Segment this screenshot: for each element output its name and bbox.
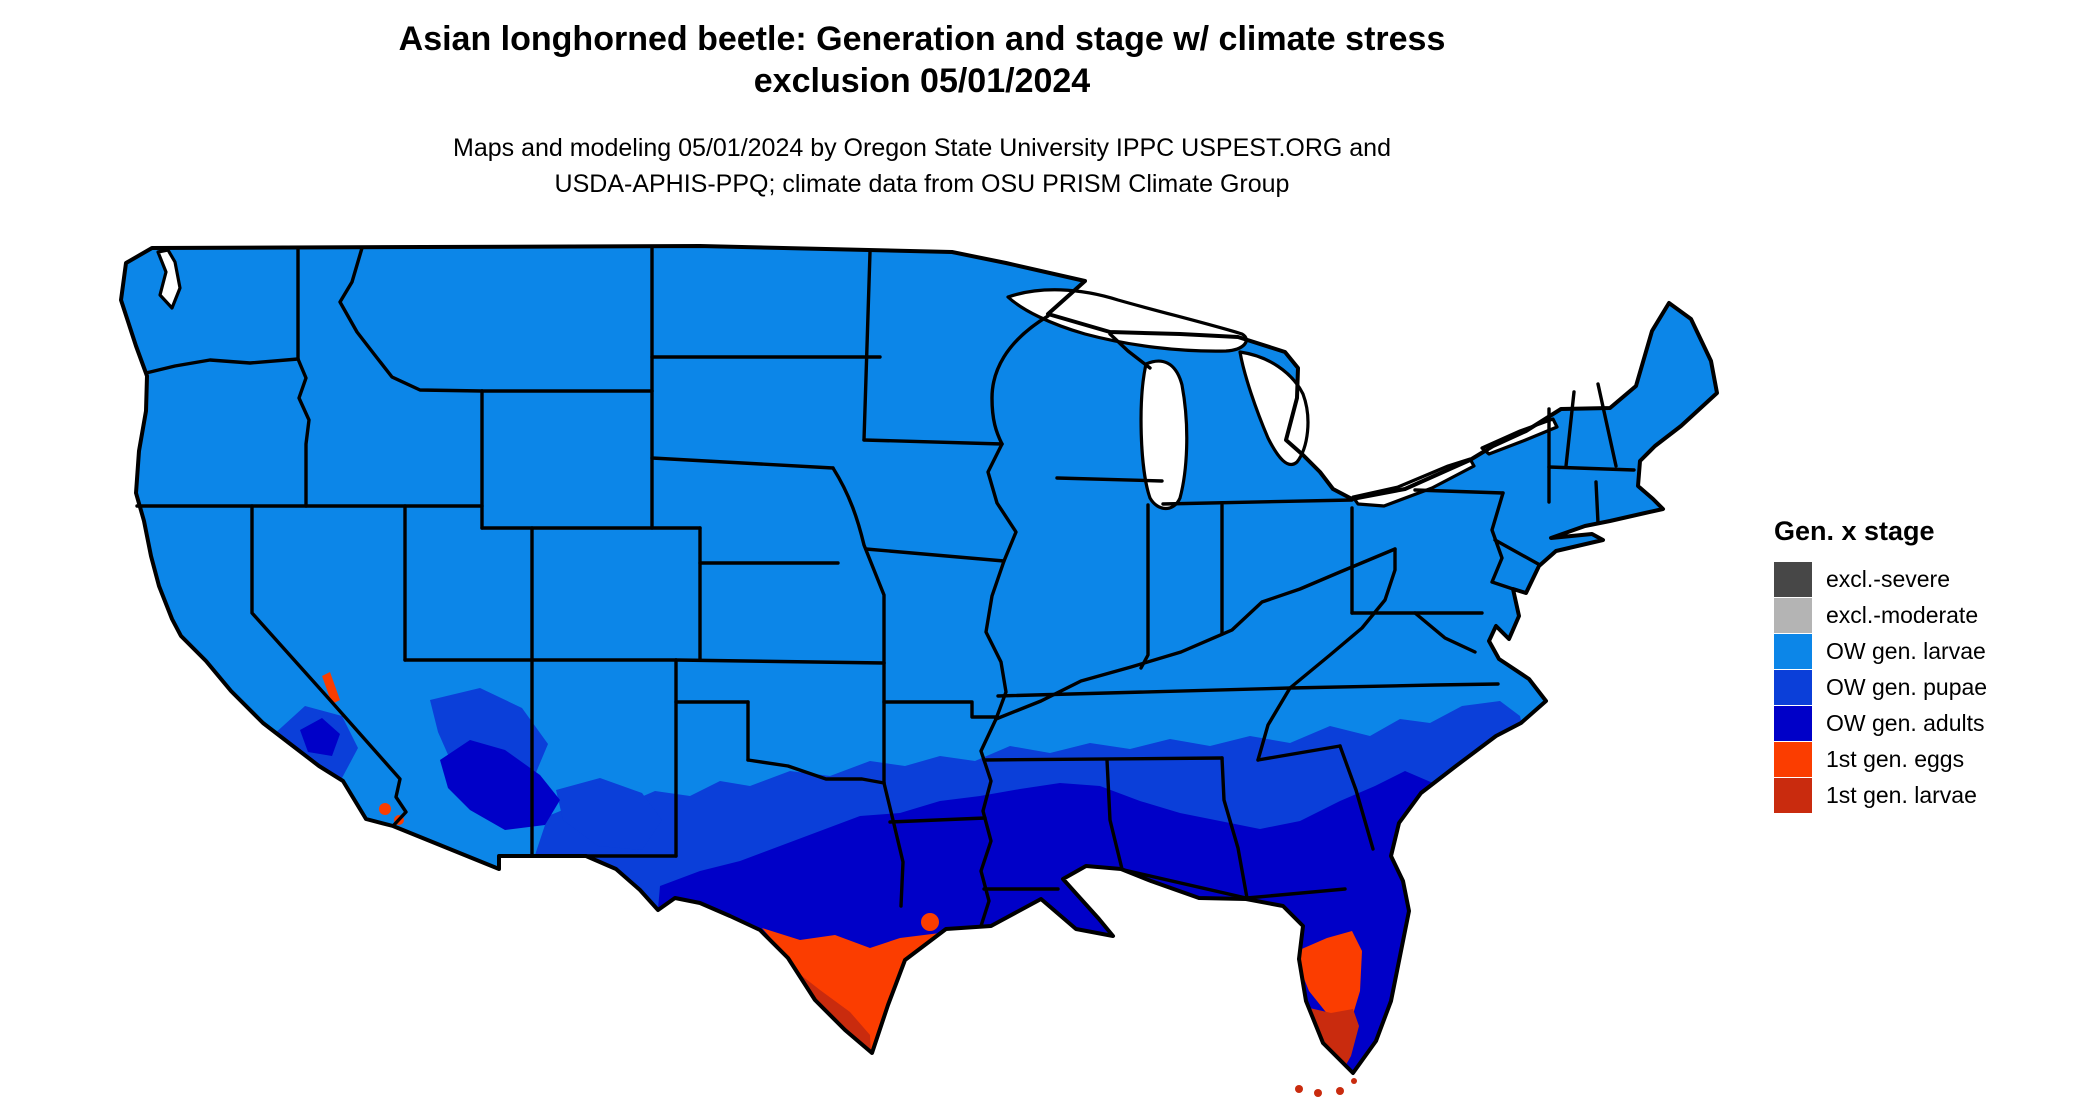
florida-keys xyxy=(1295,1078,1357,1097)
legend-swatch xyxy=(1774,669,1812,705)
map-region-1st-eggs-houston-spot xyxy=(921,913,939,931)
legend-label: 1st gen. larvae xyxy=(1826,781,1977,808)
legend-swatch xyxy=(1774,777,1812,813)
page-subtitle-line2: USDA-APHIS-PPQ; climate data from OSU PR… xyxy=(554,170,1290,198)
legend-title: Gen. x stage xyxy=(1774,516,1935,546)
page-title-line2: exclusion 05/01/2024 xyxy=(753,62,1091,100)
legend: Gen. x stage excl.-severe excl.-moderate O… xyxy=(1774,516,2094,813)
map-region-ow-adults-arizona-patch xyxy=(440,740,560,830)
lake-ontario xyxy=(1480,417,1559,456)
legend-label: excl.-moderate xyxy=(1826,601,1979,628)
legend-swatch xyxy=(1774,561,1812,597)
legend-item: excl.-moderate xyxy=(1774,597,2094,633)
legend-item: 1st gen. eggs xyxy=(1774,741,2094,777)
map-region-1st-larvae-keys-dot xyxy=(1351,1078,1357,1084)
lake-michigan xyxy=(1139,359,1189,511)
map-region-1st-eggs-deathvalley-spot xyxy=(322,672,340,704)
legend-item: OW gen. pupae xyxy=(1774,669,2094,705)
page-subtitle: Maps and modeling 05/01/2024 by Oregon S… xyxy=(222,130,1622,202)
legend-item: excl.-severe xyxy=(1774,561,2094,597)
map-region-1st-eggs-central-florida xyxy=(1297,931,1362,1021)
map-region-ow-adults-california-patch xyxy=(300,718,340,756)
state-borders xyxy=(135,246,1636,928)
map-region-1st-larvae-keys-dot xyxy=(1336,1087,1344,1095)
us-outline xyxy=(119,244,1719,1075)
map-fill-layers xyxy=(121,246,1717,1073)
legend-label: OW gen. larvae xyxy=(1826,637,1986,664)
legend-label: OW gen. adults xyxy=(1826,709,1985,736)
legend-swatch xyxy=(1774,705,1812,741)
legend-items: excl.-severe excl.-moderate OW gen. larvae… xyxy=(1774,561,2094,813)
legend-label: 1st gen. eggs xyxy=(1826,745,1965,772)
legend-item: OW gen. larvae xyxy=(1774,633,2094,669)
lake-huron xyxy=(1238,350,1310,467)
legend-swatch xyxy=(1774,633,1812,669)
map-region-ow-pupae-newmexico-patch xyxy=(556,778,662,850)
map-region-1st-larvae-keys-dot xyxy=(1295,1085,1303,1093)
puget-sound xyxy=(156,248,182,310)
map-region-1st-eggs-south-texas xyxy=(762,928,948,1055)
legend-swatch xyxy=(1774,741,1812,777)
map-region-1st-larvae-keys-dot xyxy=(1314,1089,1322,1097)
legend-item: OW gen. adults xyxy=(1774,705,2094,741)
page-subtitle-line1: Maps and modeling 05/01/2024 by Oregon S… xyxy=(453,134,1391,162)
page-title-line1: Asian longhorned beetle: Generation and … xyxy=(398,20,1446,58)
legend-swatch xyxy=(1774,597,1812,633)
map-region-1st-eggs-yuma-spot xyxy=(379,803,391,815)
legend-label: excl.-severe xyxy=(1826,565,1950,592)
legend-label: OW gen. pupae xyxy=(1826,673,1988,700)
legend-item: 1st gen. larvae xyxy=(1774,777,2094,813)
page-title: Asian longhorned beetle: Generation and … xyxy=(222,18,1622,102)
